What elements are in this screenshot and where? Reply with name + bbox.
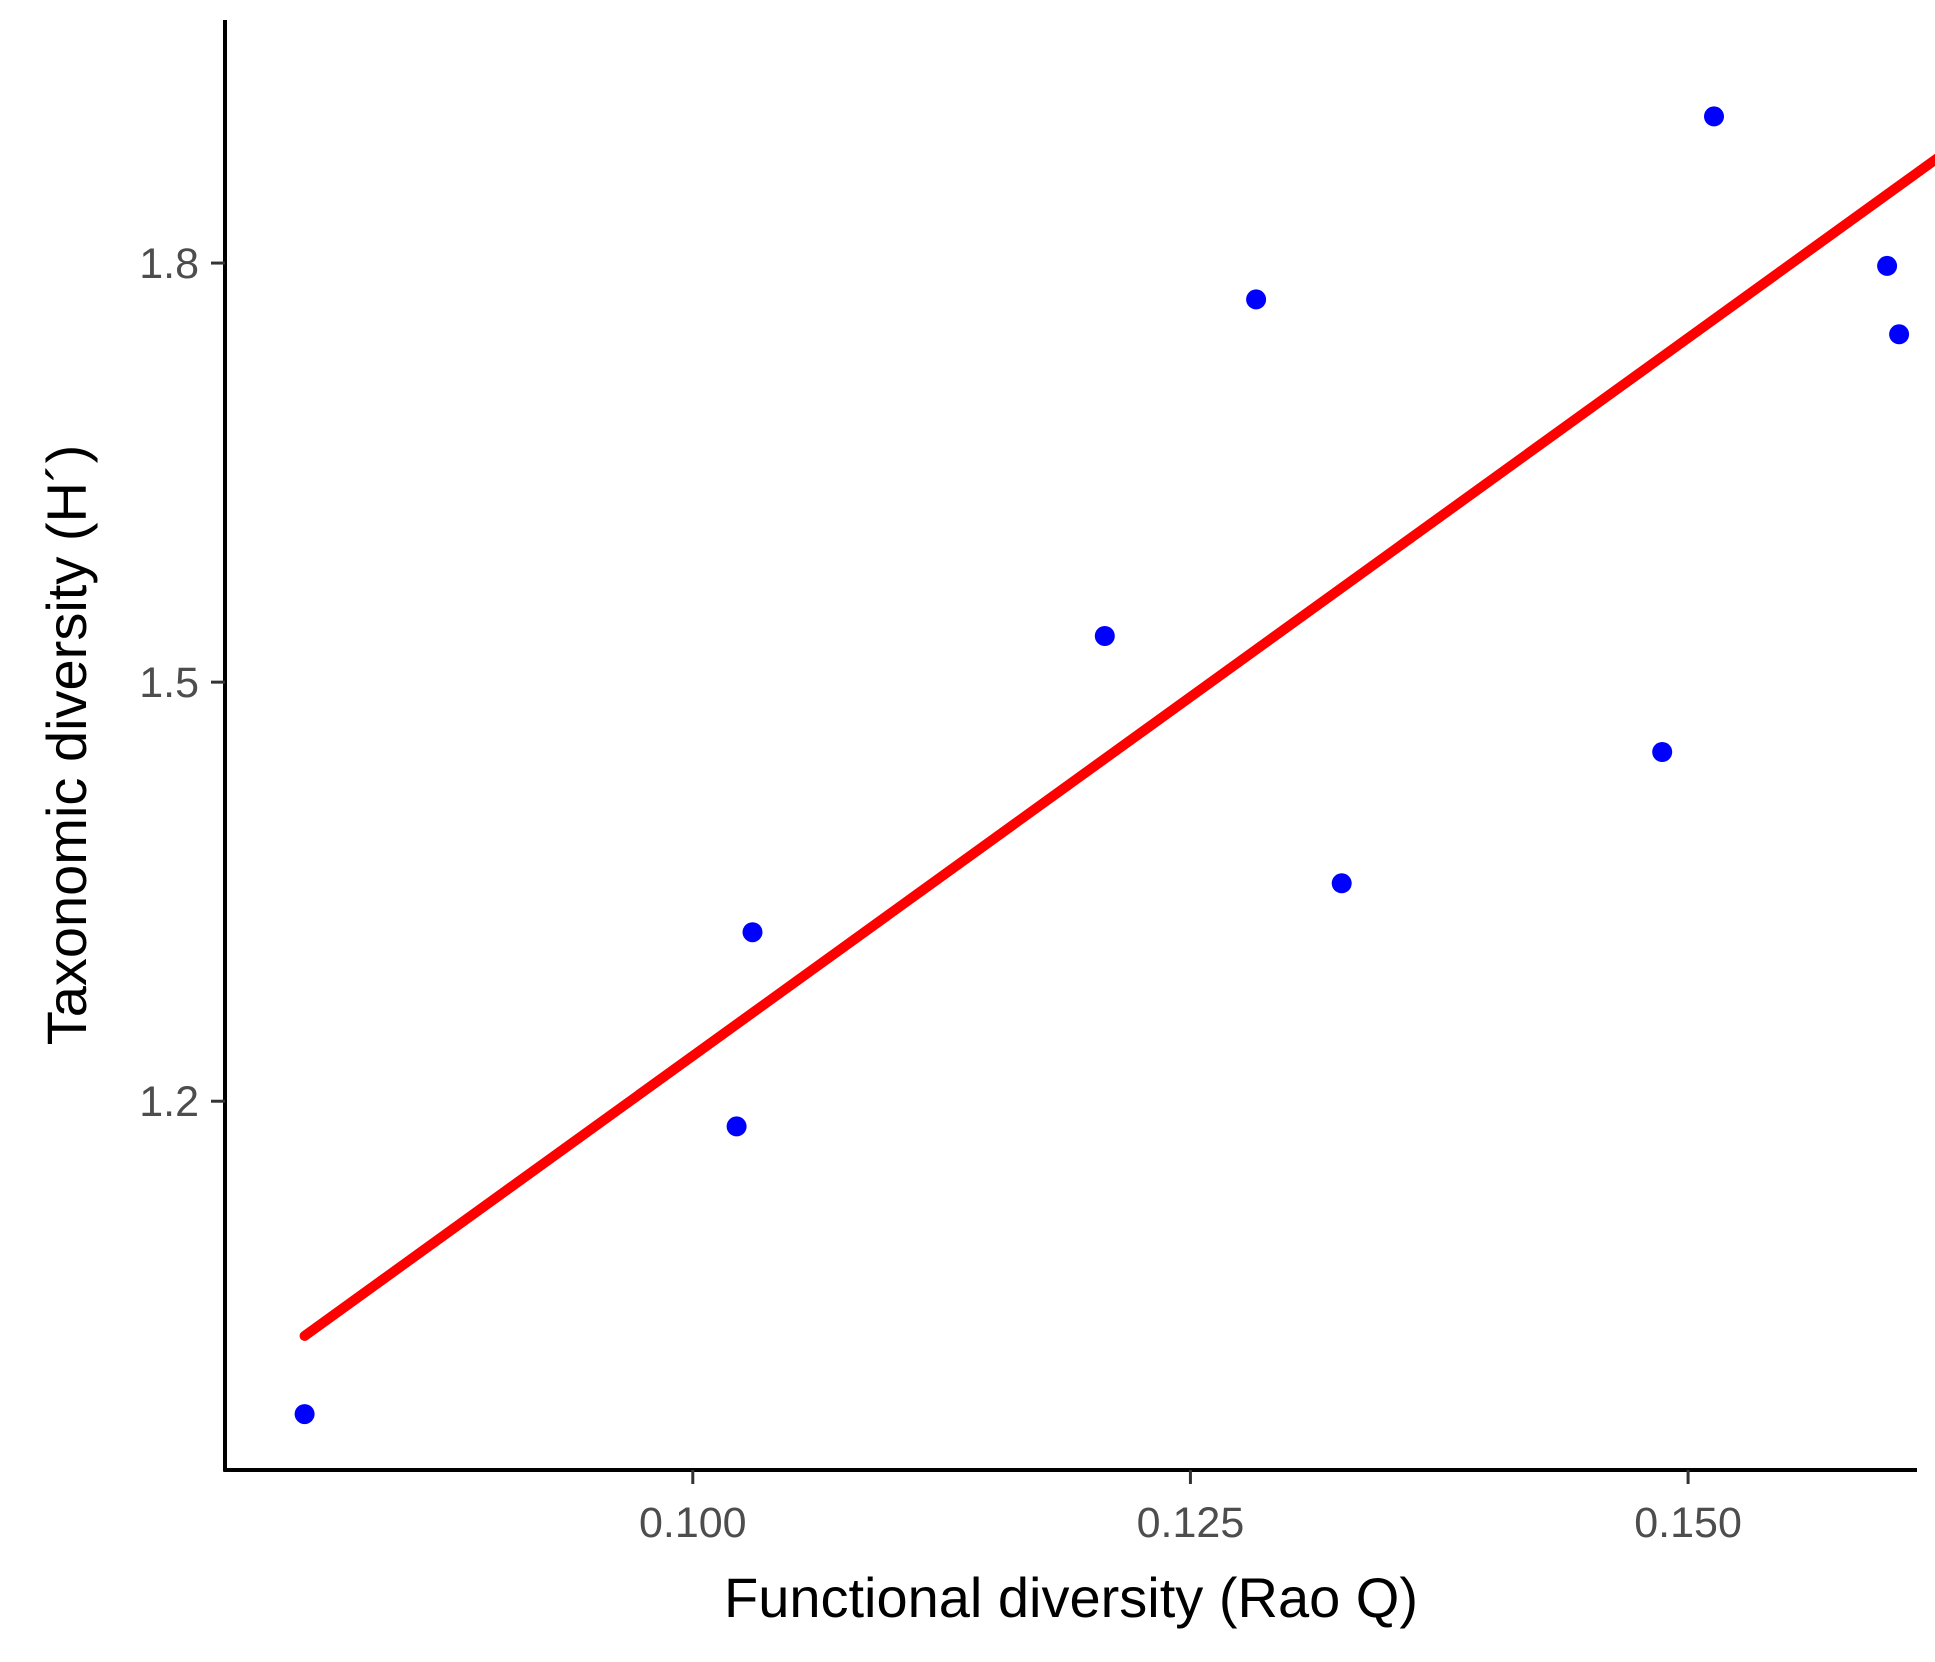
x-ticks: 0.100 0.125 0.150 xyxy=(639,1470,1742,1547)
y-axis-title: Taxonomic diversity (H´) xyxy=(35,445,98,1046)
axes-layer: 0.100 0.125 0.150 1.2 1.5 1.8 xyxy=(139,20,1917,1547)
data-point xyxy=(1652,742,1673,762)
y-tick-label: 1.8 xyxy=(139,240,199,288)
data-point xyxy=(1877,255,1898,276)
data-point xyxy=(1889,324,1910,345)
y-tick-label: 1.5 xyxy=(139,659,199,707)
data-point xyxy=(1331,873,1352,894)
data-point xyxy=(1094,626,1115,646)
y-ticks: 1.2 1.5 1.8 xyxy=(139,240,225,1126)
data-point xyxy=(742,922,763,943)
x-axis-title: Functional diversity (Rao Q) xyxy=(724,1566,1418,1629)
data-point xyxy=(1246,289,1267,310)
x-tick-label: 0.125 xyxy=(1137,1499,1245,1547)
data-point xyxy=(294,1404,315,1425)
data-point xyxy=(1704,106,1724,127)
marks-layer xyxy=(294,106,1935,1425)
regression-line xyxy=(299,153,1935,1341)
x-tick-label: 0.150 xyxy=(1634,1499,1742,1547)
data-point xyxy=(726,1116,747,1137)
x-tick-label: 0.100 xyxy=(639,1499,747,1547)
y-tick-label: 1.2 xyxy=(139,1078,199,1126)
